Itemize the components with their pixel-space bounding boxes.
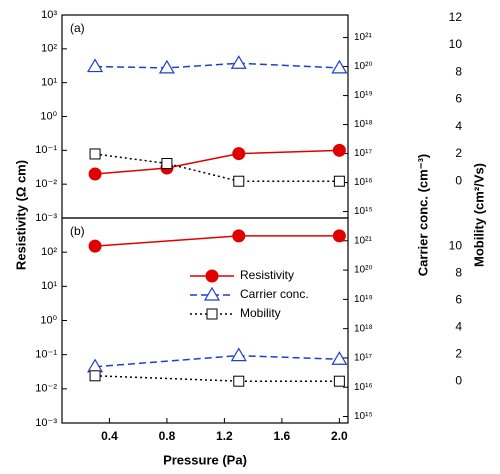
- plot-frame: [61, 217, 349, 424]
- marker: [331, 59, 348, 74]
- y3-tick-label: 6: [455, 92, 462, 106]
- y2-tick-label: 10¹⁸: [354, 323, 373, 334]
- y3-tick-label: 12: [449, 10, 463, 24]
- y3-tick-label: 2: [455, 146, 462, 160]
- legend-label: Resistivity: [240, 268, 294, 282]
- legend-label: Mobility: [240, 306, 281, 320]
- marker: [233, 175, 245, 187]
- y-tick-label: 10²: [41, 43, 57, 55]
- y3-tick-label: 4: [455, 119, 462, 133]
- marker: [88, 167, 102, 181]
- marker: [332, 143, 346, 157]
- y2-tick-label: 10²¹: [354, 32, 372, 43]
- y3-tick-label: 4: [455, 319, 462, 333]
- marker: [333, 375, 345, 387]
- marker: [233, 375, 245, 387]
- y2-tick-label: 10¹⁹: [354, 294, 373, 305]
- marker: [158, 59, 175, 74]
- x-tick-label: 0.8: [159, 429, 176, 443]
- marker: [333, 175, 345, 187]
- marker: [203, 286, 221, 301]
- series-line: [94, 354, 340, 368]
- x-tick-label: 1.2: [216, 429, 233, 443]
- plot-frame: [61, 14, 349, 219]
- x-axis-label: Pressure (Pa): [163, 452, 247, 467]
- marker: [89, 370, 101, 382]
- y3-tick-label: 2: [455, 346, 462, 360]
- y-tick-label: 10⁻³: [35, 417, 57, 429]
- y2-tick-label: 10¹⁸: [354, 119, 373, 130]
- x-tick-label: 1.6: [274, 429, 291, 443]
- y3-tick-label: 6: [455, 292, 462, 306]
- series-line: [95, 375, 340, 382]
- y2-tick-label: 10¹⁵: [354, 411, 373, 422]
- panel-label: (b): [70, 224, 85, 238]
- y-tick-label: 10⁰: [40, 314, 57, 326]
- y2-tick-label: 10¹⁷: [354, 148, 372, 159]
- x-tick-label: 2.0: [331, 429, 348, 443]
- legend-label: Carrier conc.: [240, 287, 309, 301]
- x-tick-label: 0.4: [101, 429, 118, 443]
- y3-tick-label: 8: [455, 64, 462, 78]
- y-tick-label: 10⁻²: [35, 178, 57, 190]
- y-tick-label: 10⁻²: [35, 383, 57, 395]
- marker: [331, 351, 348, 365]
- y2-tick-label: 10²¹: [354, 235, 372, 246]
- marker: [232, 229, 246, 243]
- y-tick-label: 10⁻¹: [35, 144, 57, 156]
- y-tick-label: 10⁻¹: [35, 349, 57, 361]
- y-tick-label: 10³: [41, 9, 57, 21]
- marker: [88, 239, 102, 253]
- y2-tick-label: 10¹⁶: [354, 177, 373, 188]
- y3-tick-label: 0: [455, 173, 462, 187]
- y-axis-label: Resistivity (Ω cm): [13, 160, 28, 270]
- marker: [205, 269, 219, 283]
- marker: [230, 347, 247, 362]
- y-tick-label: 10¹: [41, 280, 57, 292]
- series-line: [94, 153, 340, 182]
- y3-tick-label: 10: [449, 238, 463, 252]
- marker: [332, 229, 346, 243]
- marker: [89, 148, 101, 160]
- y2-axis-label: Carrier conc. (cm⁻³): [415, 154, 430, 276]
- marker: [206, 308, 218, 320]
- y2-tick-label: 10²⁰: [354, 61, 372, 72]
- y2-tick-label: 10¹⁵: [354, 206, 373, 217]
- marker: [230, 55, 247, 69]
- series-line: [95, 235, 340, 247]
- y3-tick-label: 0: [455, 373, 462, 387]
- y3-axis-label: Mobility (cm²/Vs): [471, 163, 486, 267]
- y2-tick-label: 10¹⁶: [354, 382, 373, 393]
- marker: [87, 58, 104, 73]
- marker: [232, 147, 246, 161]
- y3-tick-label: 10: [449, 37, 463, 51]
- y-tick-label: 10⁰: [40, 110, 57, 122]
- y2-tick-label: 10¹⁹: [354, 90, 373, 101]
- y-tick-label: 10⁻³: [35, 212, 57, 224]
- marker: [161, 158, 173, 170]
- y2-tick-label: 10¹⁷: [354, 353, 372, 364]
- y-tick-label: 10²: [41, 246, 57, 258]
- series-line: [95, 62, 340, 69]
- panel-label: (a): [70, 21, 85, 35]
- series-line: [94, 149, 340, 175]
- y3-tick-label: 8: [455, 265, 462, 279]
- y2-tick-label: 10²⁰: [354, 265, 372, 276]
- y-tick-label: 10¹: [41, 77, 57, 89]
